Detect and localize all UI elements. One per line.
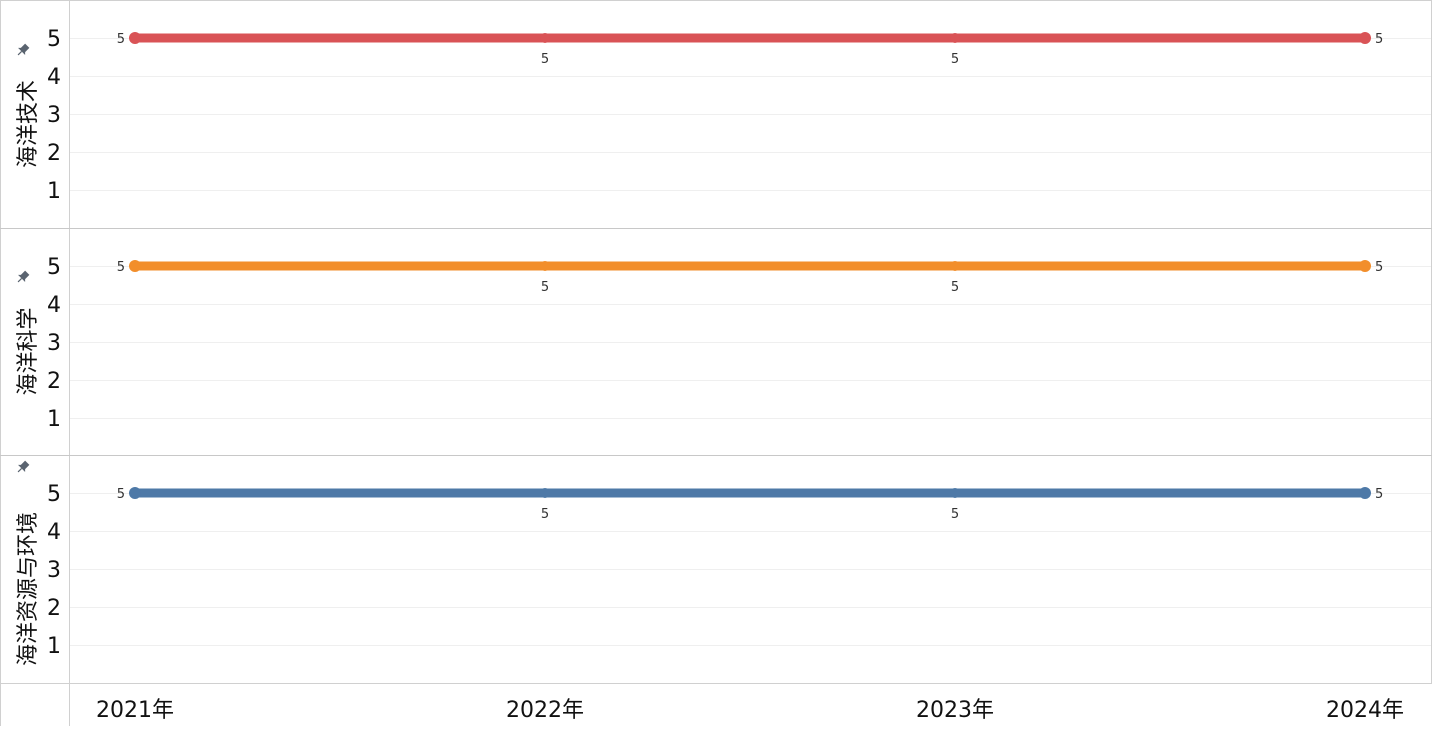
y-tick-label: 1 — [47, 407, 61, 432]
data-label: 5 — [117, 260, 125, 275]
y-tick-label: 5 — [47, 255, 61, 280]
x-tick-label: 2022年 — [506, 698, 584, 723]
y-tick-label: 2 — [47, 369, 61, 394]
x-tick-label: 2024年 — [1326, 698, 1404, 723]
data-point — [1359, 32, 1371, 44]
data-label: 5 — [117, 32, 125, 47]
data-point — [1359, 487, 1371, 499]
pin-icon — [17, 43, 30, 56]
data-label: 5 — [951, 280, 959, 295]
data-point — [540, 488, 550, 498]
data-point — [1359, 260, 1371, 272]
pin-icon — [17, 270, 30, 283]
y-tick-label: 1 — [47, 634, 61, 659]
data-label: 5 — [541, 52, 549, 67]
data-label: 5 — [1375, 487, 1383, 502]
data-point — [950, 488, 960, 498]
y-tick-label: 1 — [47, 179, 61, 204]
data-label: 5 — [541, 280, 549, 295]
data-label: 5 — [1375, 260, 1383, 275]
data-label: 5 — [951, 507, 959, 522]
y-tick-label: 4 — [47, 293, 61, 318]
data-point — [950, 33, 960, 43]
y-tick-label: 2 — [47, 141, 61, 166]
data-point — [540, 33, 550, 43]
y-tick-label: 3 — [47, 331, 61, 356]
data-point — [950, 261, 960, 271]
y-tick-label: 4 — [47, 65, 61, 90]
data-point — [129, 487, 141, 499]
data-label: 5 — [117, 487, 125, 502]
y-tick-label: 2 — [47, 596, 61, 621]
y-tick-label: 3 — [47, 558, 61, 583]
x-tick-label: 2021年 — [96, 698, 174, 723]
x-tick-label: 2023年 — [916, 698, 994, 723]
row-label-1: 海洋科学 — [16, 307, 41, 395]
y-tick-label: 3 — [47, 103, 61, 128]
data-point — [129, 32, 141, 44]
data-label: 5 — [951, 52, 959, 67]
row-label-2: 海洋资源与环境 — [16, 512, 41, 666]
row-label-0: 海洋技术 — [16, 80, 41, 168]
pin-icon — [17, 460, 30, 473]
y-tick-label: 5 — [47, 482, 61, 507]
y-tick-label: 5 — [47, 27, 61, 52]
data-point — [540, 261, 550, 271]
data-point — [129, 260, 141, 272]
y-tick-label: 4 — [47, 520, 61, 545]
data-label: 5 — [541, 507, 549, 522]
data-label: 5 — [1375, 32, 1383, 47]
